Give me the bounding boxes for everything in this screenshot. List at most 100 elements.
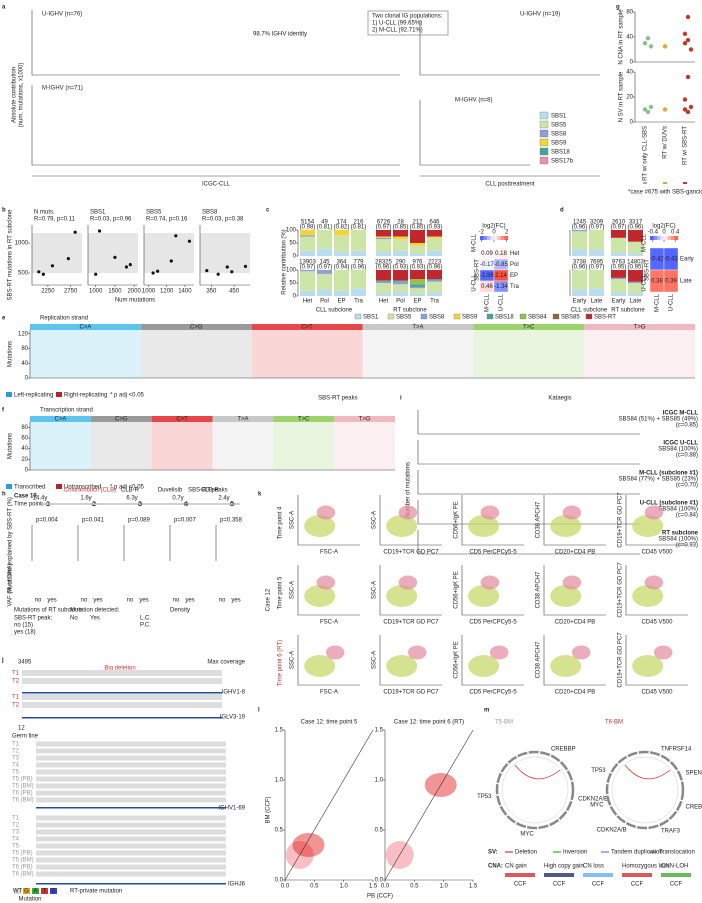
label: 1200	[160, 289, 174, 295]
axis	[461, 565, 524, 616]
label: RT subclone	[662, 531, 699, 537]
label: 20	[21, 457, 28, 463]
label: Big deletion	[104, 666, 135, 672]
label: 0	[25, 376, 29, 382]
label: IGHJ6	[228, 882, 246, 888]
label: 364	[336, 260, 347, 266]
cell-cloud	[480, 505, 500, 520]
label: A	[33, 889, 37, 895]
label: Pol	[320, 299, 329, 305]
label: Two clonal IG populations:	[372, 14, 443, 20]
color-scale	[490, 236, 495, 240]
point	[642, 41, 648, 46]
label: T1	[12, 816, 20, 822]
read-track	[36, 755, 226, 761]
point	[97, 229, 102, 233]
legend-swatch	[6, 484, 12, 489]
label: Mutations	[8, 433, 14, 459]
point	[688, 47, 694, 52]
label: T5	[12, 770, 20, 776]
label: (num. mutations, x1000)	[19, 63, 25, 128]
label: 290	[395, 260, 406, 266]
cell-cloud	[550, 655, 582, 677]
label: SBS9	[551, 141, 567, 147]
bar-segment	[376, 230, 391, 237]
label: (c=0.85)	[676, 423, 698, 429]
label: Pol	[396, 299, 405, 305]
label: CD20+CD4 PB	[555, 690, 596, 696]
bar-segment	[393, 281, 408, 285]
label: CD19+TCR GD PC7	[618, 632, 624, 688]
axis	[634, 12, 695, 63]
cell-cloud	[550, 585, 582, 607]
bar-segment	[410, 243, 425, 246]
label: TRAF3	[661, 829, 681, 835]
label: U-IGHV (n=76)	[42, 12, 82, 18]
point	[645, 36, 651, 41]
point	[73, 230, 77, 234]
axis	[625, 495, 688, 546]
label: T2	[12, 679, 20, 685]
label: 1	[46, 502, 50, 508]
label: U-CLL	[472, 274, 478, 292]
label: RT w/ only CLL-SBS	[643, 126, 649, 181]
cell-cloud	[398, 505, 418, 520]
color-scale	[497, 236, 502, 240]
bar-segment	[393, 230, 408, 237]
label: CCF	[514, 882, 527, 888]
label: 216	[353, 220, 364, 226]
label: no	[81, 598, 88, 604]
bar-segment	[317, 273, 332, 290]
label: PB (CCF)	[367, 894, 393, 900]
cell-cloud	[489, 645, 509, 660]
label: M-CLL	[642, 233, 648, 252]
label: 3495	[18, 660, 32, 666]
panel-letter: i	[400, 396, 402, 402]
color-scale	[494, 236, 498, 240]
label: 50	[289, 281, 296, 287]
color-scale	[501, 236, 505, 240]
bar-segment	[300, 236, 315, 251]
label: (c=0.93)	[676, 543, 698, 549]
label: Mutation	[18, 897, 41, 903]
label: *case #675 with SBS-ganciclovir	[628, 190, 702, 196]
label: ICGC M-CLL	[663, 411, 699, 417]
label: CD19+TCR GD PC7	[383, 550, 439, 556]
bar-segment	[427, 270, 442, 280]
label: 2223	[428, 260, 442, 266]
cell-cloud	[316, 575, 336, 590]
confidence-band	[32, 233, 82, 273]
bar-segment	[410, 288, 425, 294]
legend-swatch	[539, 120, 549, 129]
label: CD19+TCR GD PC7	[618, 562, 624, 618]
read-track	[36, 790, 226, 796]
bar-segment	[351, 288, 366, 296]
label: Duvelisib	[158, 488, 183, 494]
label: U-CLL (subclone #1)	[640, 501, 698, 507]
legend-swatch	[583, 873, 613, 877]
label: 0	[25, 468, 29, 474]
bar-segment	[410, 253, 425, 256]
label: 80	[21, 425, 28, 431]
point	[685, 109, 691, 115]
sv-link	[624, 764, 671, 780]
label: (c=0.88)	[676, 453, 698, 459]
bar-segment	[376, 283, 391, 294]
label: Mutations	[8, 341, 14, 367]
bar-segment	[393, 284, 408, 293]
class-band	[334, 422, 395, 470]
class-band	[151, 422, 213, 470]
cell-cloud	[468, 655, 500, 677]
label: CN gain	[505, 864, 527, 870]
label: T2	[12, 823, 20, 829]
label: N CNA in RT sample	[619, 9, 625, 65]
label: RT-private mutation	[70, 889, 122, 895]
cell-cloud	[632, 515, 664, 537]
label: CCF	[553, 882, 566, 888]
label: (0.96)	[376, 265, 392, 271]
class-band	[90, 422, 152, 470]
class-band	[362, 330, 474, 378]
panel-letter: k	[258, 492, 262, 498]
label: 2) M-CLL (92.71%)	[372, 28, 423, 34]
label: 2	[505, 230, 509, 236]
